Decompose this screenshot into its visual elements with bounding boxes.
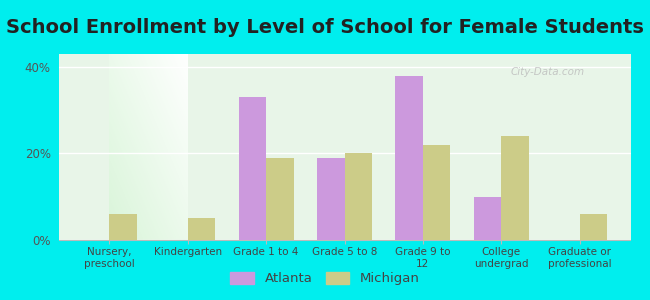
Text: City-Data.com: City-Data.com <box>510 67 584 77</box>
Bar <box>188 218 215 240</box>
Bar <box>395 76 423 240</box>
Bar <box>474 197 501 240</box>
Legend: Atlanta, Michigan: Atlanta, Michigan <box>225 266 425 290</box>
Bar <box>344 154 372 240</box>
Bar <box>423 145 450 240</box>
Bar <box>109 214 137 240</box>
Bar <box>266 158 294 240</box>
Bar <box>239 97 266 240</box>
Text: School Enrollment by Level of School for Female Students: School Enrollment by Level of School for… <box>6 18 644 37</box>
Bar <box>501 136 528 240</box>
Bar <box>580 214 607 240</box>
Bar <box>317 158 344 240</box>
